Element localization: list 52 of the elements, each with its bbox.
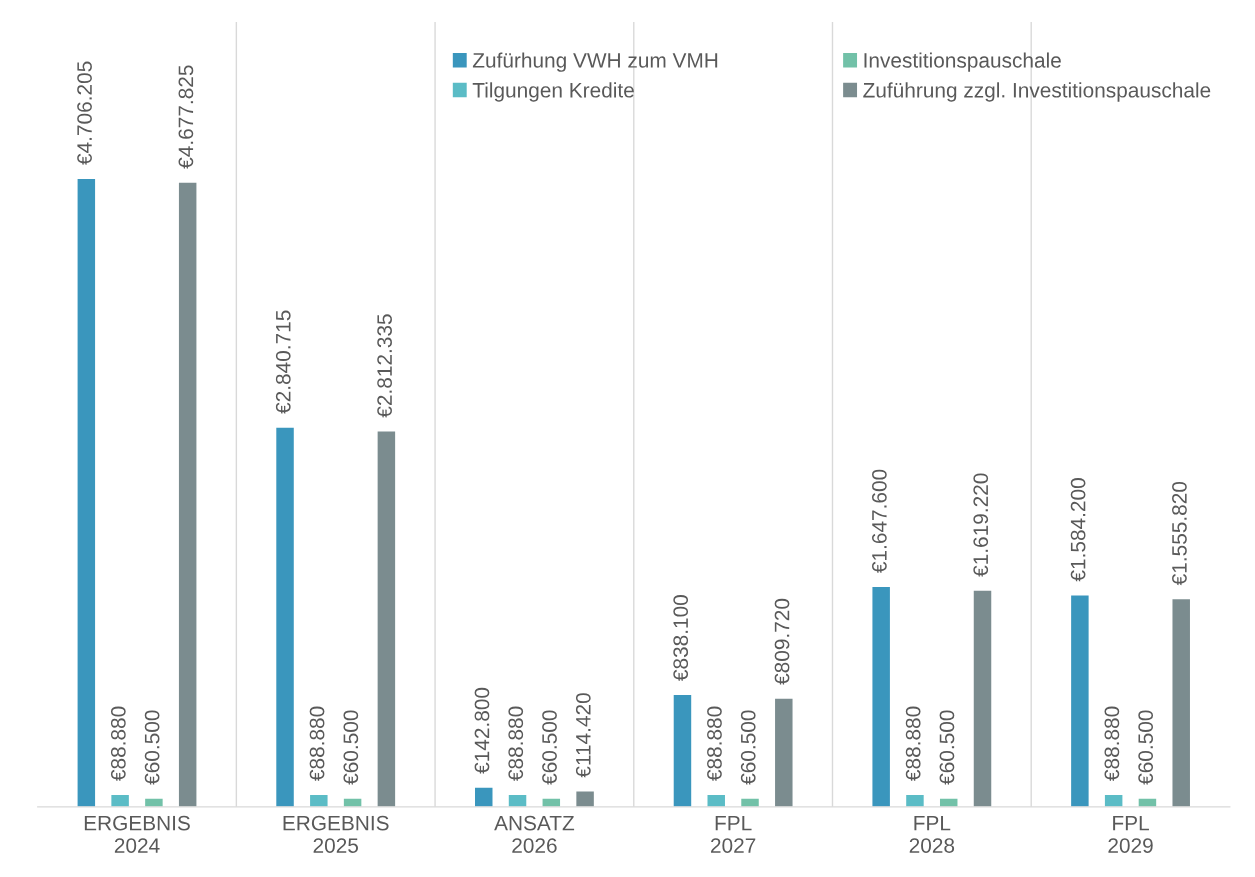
bar xyxy=(1071,595,1089,807)
data-label: €88.880 xyxy=(110,706,126,781)
data-label: €114.420 xyxy=(575,693,591,778)
data-label: €60.500 xyxy=(542,710,557,785)
bar xyxy=(178,182,197,807)
x-tick-label: ANSATZ 2026 xyxy=(494,815,575,853)
data-label: €4.706.205 xyxy=(77,61,92,165)
bar xyxy=(475,787,493,807)
bar xyxy=(973,590,992,807)
x-tick-label: FPL 2029 xyxy=(1108,815,1153,853)
legend-label: Investitionspauschale xyxy=(864,52,1061,72)
bar xyxy=(377,431,396,807)
data-label: €1.619.220 xyxy=(973,473,989,577)
x-tick-label: ERGEBNIS 2024 xyxy=(84,815,190,853)
bar xyxy=(906,794,924,807)
bar xyxy=(111,794,129,807)
legend-label: Zufürhung VWH zum VMH xyxy=(472,52,718,72)
data-label: €838.100 xyxy=(673,595,689,681)
bar xyxy=(775,698,793,807)
legend-label: Zuführung zzgl. Investitionspauschale xyxy=(863,82,1211,102)
x-tick-label: ERGEBNIS 2025 xyxy=(283,815,389,853)
bar xyxy=(872,587,890,807)
bar xyxy=(1104,794,1123,807)
bar xyxy=(508,794,527,807)
data-label: €88.880 xyxy=(309,706,325,781)
data-label: €88.880 xyxy=(707,706,722,781)
data-label: €2.812.335 xyxy=(377,314,392,418)
data-label: €60.500 xyxy=(939,710,955,785)
data-label: €809.720 xyxy=(774,598,790,685)
data-label: €88.880 xyxy=(1104,706,1120,781)
data-label: €88.880 xyxy=(508,706,524,781)
data-label: €60.500 xyxy=(144,710,160,785)
bar xyxy=(707,794,725,807)
bar xyxy=(673,695,692,807)
data-label: €1.647.600 xyxy=(872,469,887,573)
bar xyxy=(576,791,594,807)
bar xyxy=(310,794,328,807)
data-label: €60.500 xyxy=(1138,710,1154,785)
x-tick-label: FPL 2028 xyxy=(909,815,955,853)
bar xyxy=(77,178,96,807)
bar xyxy=(276,427,294,807)
data-label: €1.555.820 xyxy=(1172,481,1187,586)
legend-label: Tilgungen Kredite xyxy=(472,82,634,102)
bar xyxy=(1172,599,1190,807)
data-label: €1.584.200 xyxy=(1070,478,1086,582)
data-label: €60.500 xyxy=(343,710,359,785)
x-tick-label: FPL 2027 xyxy=(711,815,756,853)
data-label: €88.880 xyxy=(905,706,921,781)
data-label: €4.677.825 xyxy=(178,65,194,169)
data-label: €60.500 xyxy=(740,710,756,785)
data-label: €142.800 xyxy=(474,687,490,774)
data-label: €2.840.715 xyxy=(275,310,291,414)
